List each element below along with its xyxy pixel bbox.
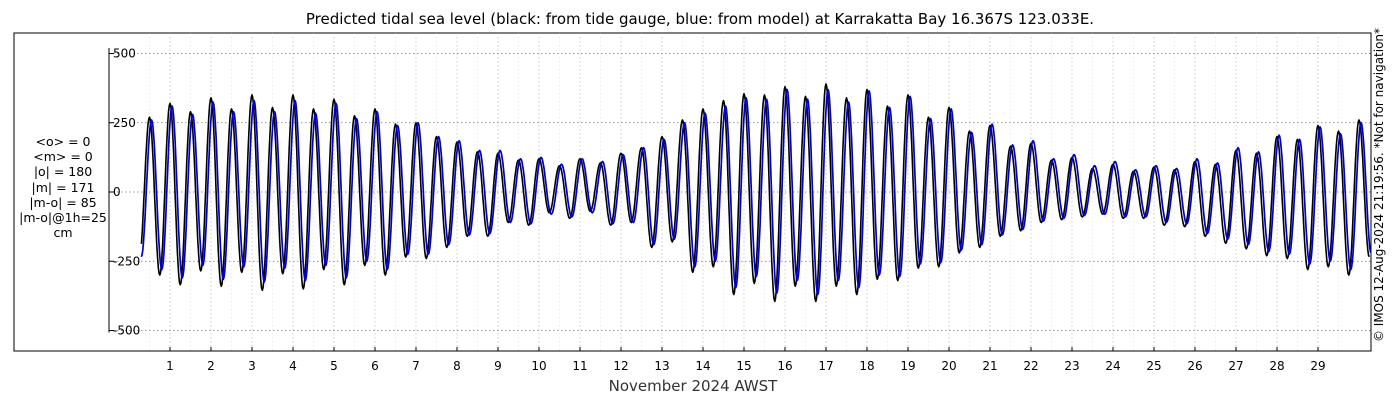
- y-tick-label: 500: [113, 47, 136, 61]
- x-tick-label: 9: [494, 359, 502, 373]
- x-tick-label: 26: [1187, 359, 1202, 373]
- x-tick-label: 21: [982, 359, 997, 373]
- y-tick-label: 0: [113, 185, 121, 199]
- plot-frame: [13, 32, 1372, 352]
- x-tick-label: 19: [900, 359, 915, 373]
- copyright-notice: © IMOS 12-Aug-2024 21:19:56. *Not for na…: [1372, 27, 1386, 343]
- stat-abs-model: |m| = 171: [31, 179, 95, 195]
- x-tick-label: 15: [736, 359, 751, 373]
- x-tick-label: 1: [166, 359, 174, 373]
- x-tick-label: 25: [1146, 359, 1161, 373]
- x-tick-label: 20: [941, 359, 956, 373]
- x-tick-label: 17: [818, 359, 833, 373]
- x-tick-label: 3: [248, 359, 256, 373]
- y-tick-label: -500: [113, 324, 140, 338]
- grid-lines: [109, 33, 1371, 351]
- series-line-model: [140, 88, 1372, 296]
- x-tick-label: 28: [1269, 359, 1284, 373]
- x-tick-label: 4: [289, 359, 297, 373]
- x-tick-label: 8: [453, 359, 461, 373]
- x-tick-label: 29: [1310, 359, 1325, 373]
- y-tick-label: -250: [113, 254, 140, 268]
- stat-units: cm: [53, 225, 73, 241]
- chart-title: Predicted tidal sea level (black: from t…: [305, 10, 1095, 28]
- stat-abs-observed: |o| = 180: [33, 164, 93, 180]
- x-tick-label: 22: [1023, 359, 1038, 373]
- x-tick-label: 2: [207, 359, 215, 373]
- y-tick-label: 250: [113, 116, 136, 130]
- stat-mean-model: <m> = 0: [33, 149, 93, 165]
- x-tick-label: 13: [654, 359, 669, 373]
- tick-labels: 1 2 3 4 5 6 7 8 9 10 11 12 13 14 15 16 17 18 19 20 21 22 23 24 2…: [113, 47, 1326, 374]
- stat-abs-difference: |m-o| = 85: [29, 194, 97, 210]
- axes: [108, 47, 1319, 351]
- series-line-tide-gauge: [140, 83, 1371, 303]
- x-tick-label: 12: [613, 359, 628, 373]
- x-tick-label: 6: [371, 359, 379, 373]
- stat-abs-difference-1h: |m-o|@1h=25: [19, 210, 107, 226]
- x-tick-label: 7: [412, 359, 420, 373]
- x-tick-label: 14: [695, 359, 710, 373]
- stat-mean-observed: <o> = 0: [35, 134, 91, 149]
- x-tick-label: 23: [1064, 359, 1079, 373]
- x-axis-label: November 2024 AWST: [609, 377, 779, 395]
- x-tick-label: 11: [572, 359, 587, 373]
- x-tick-label: 5: [330, 359, 338, 373]
- x-tick-label: 18: [859, 359, 874, 373]
- statistics-panel: <o> = 0 <m> = 0 |o| = 180 |m| = 171 |m-o…: [0, 134, 126, 240]
- x-tick-label: 16: [777, 359, 792, 373]
- x-tick-label: 24: [1105, 359, 1120, 373]
- series-layer: [140, 83, 1372, 303]
- x-tick-label: 27: [1228, 359, 1243, 373]
- x-tick-label: 10: [531, 359, 546, 373]
